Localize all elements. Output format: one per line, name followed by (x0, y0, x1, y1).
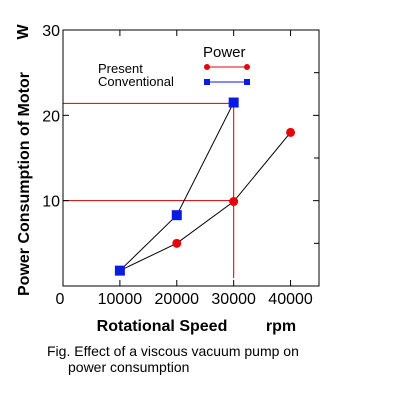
legend-label-conventional: Conventional (98, 74, 174, 89)
x-tick-label-4: 40000 (268, 291, 313, 308)
reference-lines (63, 102, 235, 278)
legend-marker-conventional-1 (244, 79, 250, 85)
point-conventional-2 (228, 97, 239, 108)
point-conventional-0 (114, 265, 125, 276)
point-present-3 (286, 127, 296, 137)
y-tick-label-2: 30 (42, 23, 60, 40)
axis-ticks: 10 20 30 0 10000 20000 30000 40000 (42, 23, 319, 308)
y-tick-label-0: 10 (42, 194, 60, 211)
caption-line-1: Fig. Effect of a viscous vacuum pump on (47, 343, 299, 359)
x-tick-label-2: 20000 (155, 291, 200, 308)
y-unit-label: W (15, 24, 32, 40)
point-present-1 (172, 238, 182, 248)
y-tick-label-1: 20 (42, 108, 60, 125)
point-conventional-1 (171, 210, 182, 221)
legend-label-present: Present (98, 61, 143, 76)
series-line-present (119, 132, 291, 272)
x-tick-label-1: 10000 (98, 291, 143, 308)
point-present-2 (229, 197, 239, 207)
legend-marker-conventional-0 (204, 79, 210, 85)
legend-marker-present-1 (244, 64, 250, 70)
y-axis-label: Power Consumption of Motor (16, 72, 33, 296)
legend-title: Power (203, 44, 246, 61)
x-tick-label-0: 0 (56, 291, 65, 308)
x-tick-label-3: 30000 (211, 291, 256, 308)
series-group (114, 97, 296, 276)
caption-line-2: power consumption (68, 359, 190, 375)
legend-marker-present-0 (204, 64, 210, 70)
figure-caption: Fig. Effect of a viscous vacuum pump on … (47, 343, 299, 375)
x-axis-label: Rotational Speed (97, 318, 228, 335)
x-unit-label: rpm (266, 318, 296, 335)
